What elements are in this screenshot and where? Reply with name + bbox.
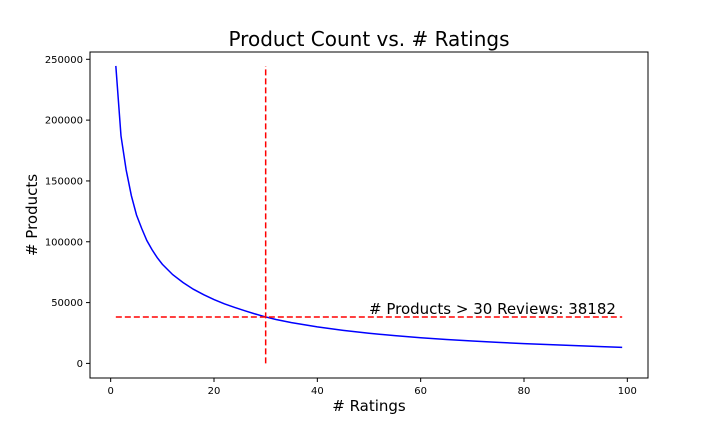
y-tick-label: 200000 — [45, 116, 83, 127]
y-axis-label: # Products — [23, 174, 41, 256]
x-tick-label: 20 — [208, 386, 221, 397]
plot-area — [89, 51, 649, 379]
x-tick-label: 0 — [107, 386, 113, 397]
y-tick-label: 100000 — [45, 237, 83, 248]
x-axis: 0 20 40 60 80 100 — [107, 378, 637, 397]
x-tick-label: 80 — [518, 386, 531, 397]
x-tick-label: 100 — [618, 386, 637, 397]
y-tick-label: 250000 — [45, 55, 83, 66]
x-axis-label: # Ratings — [332, 397, 406, 415]
chart-title: Product Count vs. # Ratings — [228, 27, 509, 51]
series-line — [115, 65, 623, 349]
y-axis: 0 50000 100000 150000 200000 250000 — [45, 55, 90, 370]
x-tick-label: 40 — [311, 386, 324, 397]
y-tick-label: 0 — [77, 359, 83, 370]
reference-lines — [115, 65, 623, 364]
y-tick-label: 50000 — [51, 298, 83, 309]
series-layer — [115, 65, 623, 349]
y-tick-label: 150000 — [45, 176, 83, 187]
x-tick-label: 60 — [414, 386, 427, 397]
annotation-label: # Products > 30 Reviews: 38182 — [369, 300, 616, 318]
